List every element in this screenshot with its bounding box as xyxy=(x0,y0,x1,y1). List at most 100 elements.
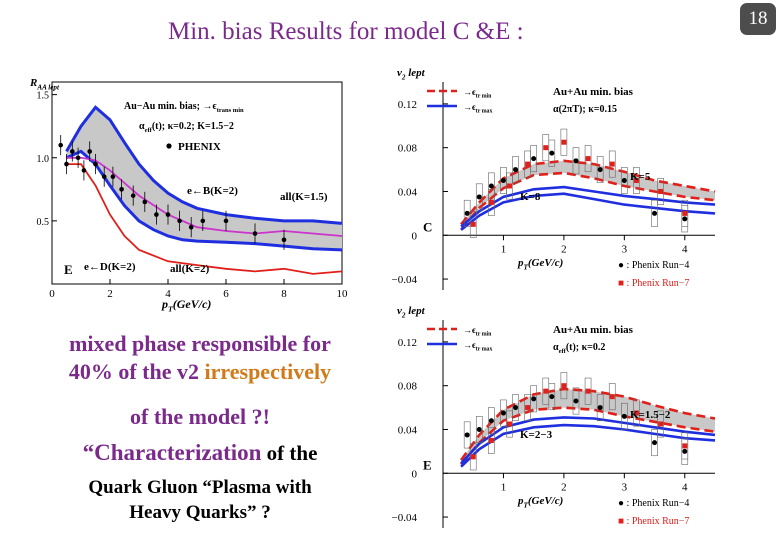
v2c-marker-legend-run4: ● : Phenix Run−4 xyxy=(618,260,689,271)
v2c-data-point xyxy=(464,210,470,216)
v2e-data-square xyxy=(633,410,639,416)
v2c-syst-box xyxy=(572,147,580,175)
raa-ylabel: RAA lept xyxy=(29,77,60,91)
raa-data-point xyxy=(81,168,87,173)
v2e-data-point xyxy=(652,440,658,446)
v2e-syst-box xyxy=(633,399,640,427)
raa-xtick-label: 8 xyxy=(281,288,287,300)
v2c-data-point xyxy=(597,167,603,173)
v2e-ytick-label: 0.12 xyxy=(398,337,417,349)
v2c-syst-box xyxy=(506,172,513,200)
v2c-syst-box xyxy=(621,167,628,194)
v2c-data-square xyxy=(525,161,531,167)
v2c-panel-label: C xyxy=(423,219,432,234)
v2e-legend-red-label: →ϵtr min xyxy=(463,325,492,338)
conclusion-line-2-prefix: 40% of the v2 xyxy=(68,359,205,384)
v2c-data-point xyxy=(476,194,482,200)
raa-annotation: all(K=2) xyxy=(170,263,210,275)
conclusion-line-1: mixed phase responsible for xyxy=(69,331,331,356)
v2e-legend-blue-label: →ϵtr max xyxy=(463,340,492,353)
v2c-data-point xyxy=(488,183,494,189)
raa-annotation: e←D(K=2) xyxy=(84,261,136,273)
v2e-legend-param: αeff(t); κ=0.2 xyxy=(553,342,605,355)
v2c-marker-legend-run7: ■ : Phenix Run−7 xyxy=(618,278,689,289)
v2c-annotation: K=8 xyxy=(520,191,541,203)
v2e-syst-box xyxy=(488,426,495,454)
slide-title: Min. bias Results for model C &E : xyxy=(168,18,524,45)
v2e-syst-box xyxy=(469,443,477,471)
v2c-data-square xyxy=(585,156,591,162)
raa-data-point xyxy=(142,199,148,205)
raa-legend-line1: Au−Au min. bias; →ϵtrans min xyxy=(124,101,244,114)
qgp-question: Quark Gluon “Plasma with Heavy Quarks” ? xyxy=(28,475,372,525)
v2c-data-point xyxy=(652,210,658,216)
v2c-data-square xyxy=(682,210,688,216)
raa-legend-marker xyxy=(166,143,172,149)
v2e-data-point xyxy=(621,413,627,419)
v2e-syst-box xyxy=(651,429,658,457)
v2c-data-point xyxy=(513,167,519,173)
v2e-syst-box xyxy=(657,410,664,438)
v2c-data-square xyxy=(561,139,567,145)
raa-xtick-label: 0 xyxy=(49,288,55,300)
v2c-data-square xyxy=(543,145,549,151)
v2e-xlabel: pT(GeV/c) xyxy=(517,495,563,509)
v2-plot-model-e: 1 2 3 4 0.12 0.08 0.04 0 −0.04 v2 lept pT(GeV/c) E →… xyxy=(375,300,730,540)
v2e-svg: 1 2 3 4 0.12 0.08 0.04 0 −0.04 v2 lept pT(GeV/c) E →… xyxy=(392,305,716,528)
v2c-data-point xyxy=(573,158,579,164)
v2c-data-square xyxy=(470,221,476,227)
raa-data-point xyxy=(58,142,63,148)
v2c-ytick-label: 0.04 xyxy=(398,186,418,198)
raa-panel-label: E xyxy=(64,262,73,277)
v2c-syst-box xyxy=(475,183,483,211)
v2e-xtick-label: 3 xyxy=(622,481,628,493)
v2e-xtick-label: 4 xyxy=(682,481,688,493)
v2c-syst-box xyxy=(469,210,477,238)
v2e-data-square xyxy=(609,394,615,400)
raa-data-point xyxy=(200,218,206,224)
v2e-marker-legend-run4: ● : Phenix Run−4 xyxy=(618,498,689,509)
qgp-line-2: Heavy Quarks” ? xyxy=(129,502,271,523)
v2c-syst-box xyxy=(633,167,640,194)
v2c-data-point xyxy=(682,216,688,222)
v2c-data-square xyxy=(633,178,639,184)
conclusion-highlight: irrespectively xyxy=(204,359,332,384)
v2c-xtick-label: 1 xyxy=(501,243,507,255)
raa-curve xyxy=(65,149,343,252)
raa-data-point xyxy=(70,149,75,154)
v2e-data-square xyxy=(561,383,567,389)
v2c-legend-header: Au+Au min. bias xyxy=(553,86,634,98)
v2e-data-point xyxy=(476,426,482,432)
v2e-syst-box xyxy=(681,432,689,460)
raa-data-point xyxy=(87,149,92,154)
v2c-syst-box xyxy=(651,199,658,227)
raa-plot: 0 2 4 6 8 10 0.5 1.0 1.5 RAA lept pT(GeV/c) E Au−Au … xyxy=(22,72,352,314)
v2e-syst-box xyxy=(572,387,580,415)
v2c-syst-box xyxy=(524,150,531,178)
v2c-data-square xyxy=(488,199,494,205)
v2c-syst-box xyxy=(657,178,664,205)
characterization-quote: “Characterization xyxy=(82,440,262,465)
v2e-xtick-label: 1 xyxy=(501,481,507,493)
v2c-legend-param: α(2πT); κ=0.15 xyxy=(553,104,617,115)
v2e-curve xyxy=(460,416,716,465)
v2e-data-point xyxy=(488,418,494,424)
v2c-data-square xyxy=(658,188,664,194)
v2e-syst-box xyxy=(475,416,483,443)
v2e-data-point xyxy=(513,405,519,411)
raa-legend-phenix: PHENIX xyxy=(178,141,221,153)
raa-data-point xyxy=(154,212,159,217)
v2e-annotation: K=2−3 xyxy=(520,429,553,441)
v2c-data-point xyxy=(621,178,627,184)
v2e-syst-box xyxy=(488,407,495,435)
raa-data-point xyxy=(188,224,194,230)
v2e-ytick-label: 0.08 xyxy=(398,381,418,393)
raa-xtick-label: 6 xyxy=(223,288,229,300)
v2c-svg: 1 2 3 4 0.12 0.08 0.04 0 −0.04 v2 lept pT(GeV/c) C →… xyxy=(392,67,716,290)
raa-xtick-label: 2 xyxy=(107,288,113,300)
raa-ytick-label: 1.0 xyxy=(37,154,50,165)
v2c-data-point xyxy=(500,178,506,184)
slide-number: 18 xyxy=(740,3,776,35)
v2e-data-square xyxy=(682,443,688,449)
